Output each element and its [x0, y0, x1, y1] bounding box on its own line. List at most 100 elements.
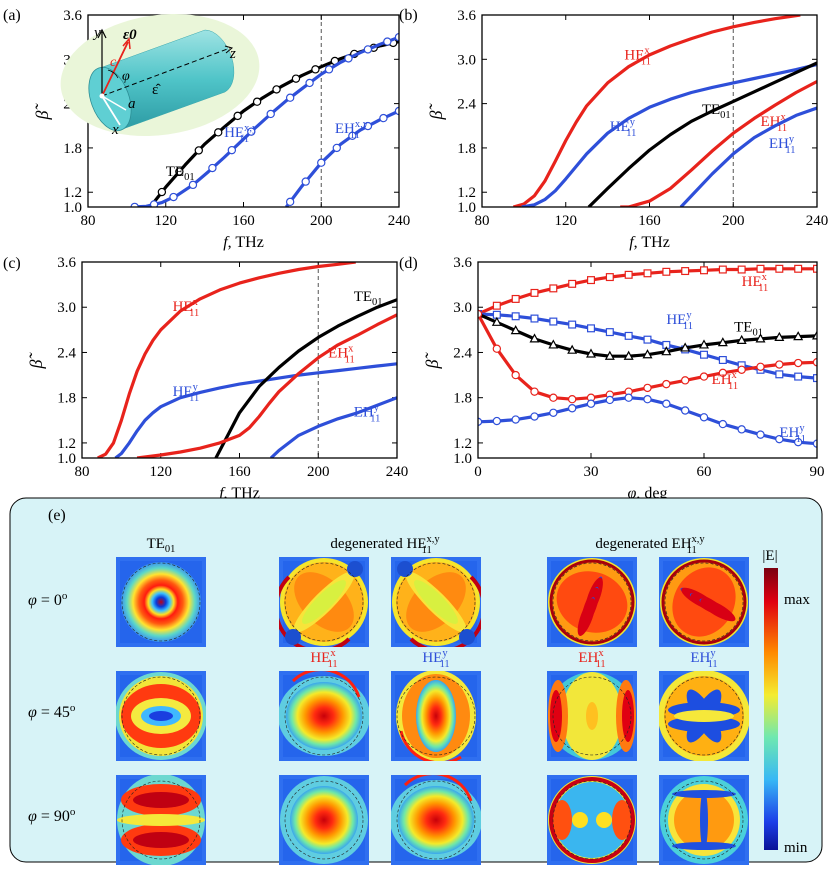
fiber-outline	[552, 676, 632, 756]
series-line	[478, 396, 817, 446]
data-point	[510, 325, 521, 335]
series-eh11-y	[679, 106, 817, 207]
data-point	[348, 131, 357, 141]
series-line	[114, 362, 397, 458]
cylinder-body	[99, 29, 235, 131]
series-label-sup: y	[374, 403, 380, 414]
x-tick-label: 240	[386, 464, 409, 480]
row-subtitle-sup: y	[442, 648, 448, 659]
x-tick-label: 120	[555, 213, 578, 229]
x-tick-label: 80	[75, 464, 90, 480]
series-label-sub: 11	[370, 414, 380, 425]
panel-label: (c)	[3, 255, 21, 272]
row-subtitle: HEy 11	[422, 648, 449, 670]
data-point	[529, 333, 540, 343]
fiber-outline	[121, 562, 201, 642]
series-label-sup: y	[630, 117, 636, 128]
series-label-sub: 11	[758, 283, 768, 294]
series-label-sub: 11	[626, 128, 636, 139]
row-label-var: φ	[28, 704, 37, 721]
data-point	[755, 333, 766, 343]
data-point	[794, 264, 803, 273]
x-tick-label: 200	[310, 213, 333, 229]
data-point	[567, 404, 577, 413]
column-title-eh-degenerated: degenerated EHx,y 11	[595, 534, 705, 556]
data-point	[301, 177, 310, 186]
field-lobe-core	[133, 792, 189, 808]
cylinder-face	[88, 66, 132, 132]
series-eh11-y	[478, 393, 817, 448]
data-point	[793, 437, 803, 447]
series-label-sub: 11	[345, 355, 355, 366]
series-eh11-y	[269, 396, 397, 458]
data-point	[643, 383, 652, 393]
y-axis-label: β̃	[422, 352, 442, 370]
ring-field	[121, 562, 201, 642]
field-blob	[416, 680, 456, 752]
data-point	[549, 317, 558, 326]
data-point	[157, 187, 167, 197]
row-label-degree: o	[62, 590, 68, 602]
panel-e: (e)TE01 degenerated HEx,y 11 degenerated EH…	[9, 497, 823, 865]
data-point	[227, 145, 237, 155]
c-axis-arrow	[101, 41, 129, 97]
series-label-main: EH	[328, 346, 348, 362]
series-label: TE01	[734, 319, 763, 338]
data-point	[247, 127, 256, 136]
field-content	[659, 775, 749, 865]
series-label-sub: 11	[683, 321, 693, 332]
data-point	[379, 113, 388, 123]
series-line	[269, 396, 397, 458]
data-point	[624, 393, 633, 402]
series-label-main: TE	[702, 102, 720, 118]
edge-ring	[661, 559, 747, 645]
inset-fiber-diagram: y x z cφa ε0 ε̂	[60, 13, 260, 138]
z-axis	[101, 47, 231, 97]
field-map	[279, 775, 369, 865]
field-map	[659, 775, 749, 865]
data-point	[567, 344, 578, 354]
field-lobe	[577, 598, 596, 636]
x-tick-label: 60	[697, 464, 712, 480]
series-label-sup: x	[193, 297, 199, 308]
field-map	[391, 671, 481, 761]
series-label-sub: 11	[796, 434, 806, 445]
series-label: HEx 11	[742, 272, 769, 294]
data-point	[363, 45, 373, 54]
field-content	[659, 557, 749, 647]
row-label-value: = 90	[37, 808, 70, 825]
data-point	[530, 288, 539, 297]
x-tick-label: 0	[474, 464, 482, 480]
data-point	[149, 200, 159, 207]
series-line	[620, 80, 817, 207]
y-tick-label: 1.0	[457, 200, 476, 216]
series-label-sub: 11	[239, 134, 249, 145]
y-tick-label: 3.6	[63, 8, 82, 24]
x-axis-label: f, THz	[629, 234, 670, 251]
fiber-outline	[664, 676, 744, 756]
data-point	[491, 316, 502, 326]
panel-label: (b)	[399, 7, 418, 24]
corner-spot	[285, 629, 301, 645]
y-tick-label: 1.2	[63, 185, 82, 201]
field-map	[116, 671, 206, 761]
y-tick-label: 1.8	[457, 141, 476, 157]
field-node	[700, 790, 708, 850]
field-spot	[596, 812, 612, 828]
field-map	[547, 557, 637, 647]
data-point	[586, 399, 596, 408]
row-label-degree: o	[70, 806, 76, 818]
axes-frame	[81, 261, 398, 459]
data-point	[324, 65, 334, 74]
fiber-outline	[284, 562, 364, 642]
field-blob	[286, 682, 362, 750]
row-subtitle-sup: y	[710, 648, 716, 659]
data-point	[718, 265, 727, 274]
data-point	[699, 372, 709, 381]
data-point	[311, 65, 320, 74]
y-tick-label: 1.2	[453, 436, 472, 452]
data-point	[623, 350, 634, 360]
field-map	[279, 557, 369, 647]
data-point	[624, 331, 633, 340]
